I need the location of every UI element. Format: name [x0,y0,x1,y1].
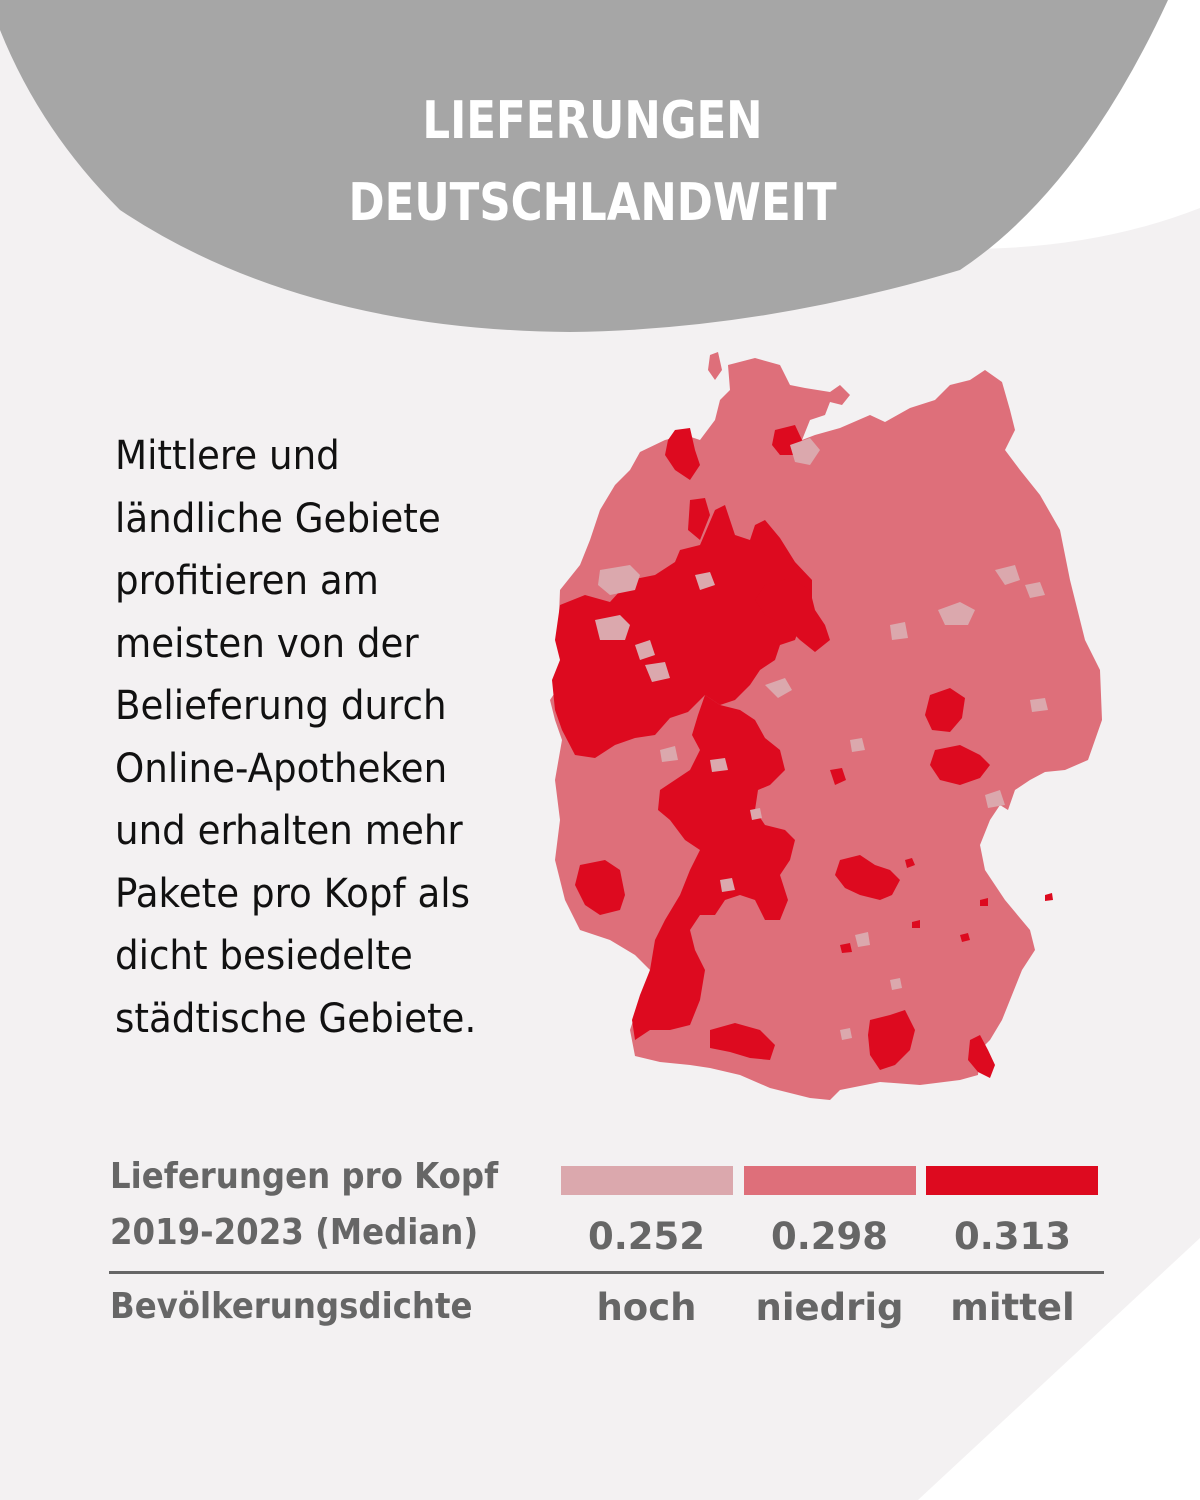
bottom-right-white-triangle [918,1238,1200,1500]
map-region-mittel-hannover [755,578,830,652]
description-line: dicht besiedelte [115,933,413,979]
legend-measure-label-line1: Lieferungen pro Kopf [110,1156,499,1197]
legend-category-label: Bevölkerungsdichte [110,1286,473,1327]
map-region-mittel-chemnitz [930,745,990,785]
legend-swatch-mittel [926,1166,1098,1195]
legend-divider [109,1271,1104,1274]
map-region-mittel-salzburg [968,1035,995,1078]
map-region-mittel-oldenburg [688,498,710,540]
legend-category-mittel: mittel [950,1286,1075,1329]
map-region-mittel-south-west [575,860,625,915]
map-region-mittel-west [552,505,812,758]
title-line-2: DEUTSCHLANDWEIT [348,173,837,233]
description-line: meisten von der [115,620,419,667]
description-line: Mittlere und [115,433,340,479]
map-region-mittel-lake [710,1023,775,1060]
germany-map [540,340,1120,1120]
legend-value-mittel: 0.313 [953,1215,1072,1258]
description-line: und erhalten mehr [115,808,463,854]
map-region-mittel-leipzig [925,688,965,732]
legend-value-niedrig: 0.298 [770,1215,889,1258]
description-line: städtische Gebiete. [115,995,477,1042]
description-line: profitieren am [115,558,379,604]
legend-value-hoch: 0.252 [587,1215,706,1258]
description-line: ländliche Gebiete [115,495,441,542]
legend-swatch-niedrig [744,1166,916,1195]
map-region-mittel-central-west [632,695,795,1040]
page-title: LIEFERUNGEN DEUTSCHLANDWEIT [0,80,1185,244]
header-blob [0,0,1168,332]
title-line-1: LIEFERUNGEN [422,91,763,151]
map-region-mittel-ems [665,428,700,480]
description-line: Pakete pro Kopf als [115,870,470,917]
description-text: Mittlere und ländliche Gebiete profitier… [115,425,545,1050]
map-region-mittel-munich [868,1010,915,1070]
legend-swatch-hoch [561,1166,733,1195]
legend-measure-label-line2: 2019-2023 (Median) [110,1212,479,1253]
legend-category-hoch: hoch [596,1286,697,1329]
legend-category-niedrig: niedrig [755,1286,904,1329]
description-line: Belieferung durch [115,683,447,729]
description-line: Online-Apotheken [115,745,448,792]
map-region-mittel-nuremberg [835,855,900,900]
